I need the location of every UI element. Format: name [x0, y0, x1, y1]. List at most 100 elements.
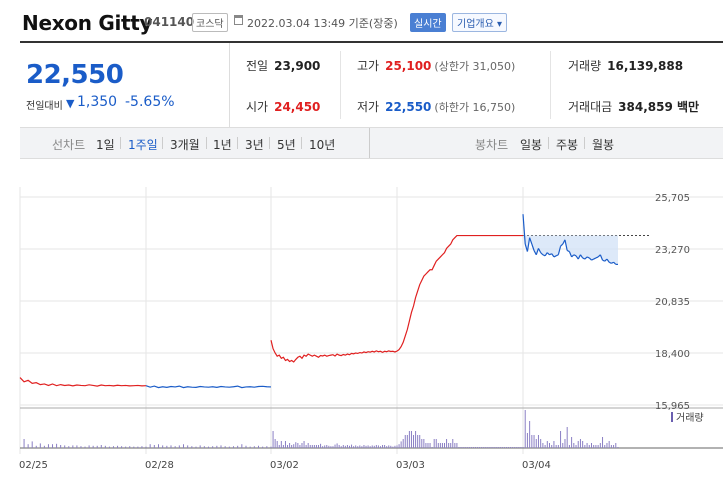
x-axis-labels: 02/25 02/28 03/02 03/03 03/04	[19, 460, 551, 471]
amount-value: 384,859 백만	[618, 100, 700, 114]
x-tick-label: 03/04	[522, 460, 551, 471]
y-tick-label: 20,835	[655, 297, 690, 308]
header-divider	[20, 41, 723, 43]
market-badge: 코스닥	[192, 13, 228, 32]
divider	[548, 137, 549, 149]
price-line-segment	[586, 256, 590, 259]
period-1y[interactable]: 1년	[213, 138, 232, 152]
down-arrow-icon: ▼	[66, 97, 75, 110]
price-line-segment	[602, 259, 606, 262]
price-line-segment	[529, 237, 533, 245]
price-line-segment	[526, 237, 531, 252]
price-line-segment	[537, 248, 542, 253]
price-line-segment	[599, 254, 604, 261]
price-line-02/25	[19, 377, 147, 387]
price-line-segment	[553, 255, 557, 258]
line-chart-label: 선차트	[52, 138, 86, 152]
price-line-segment	[593, 257, 597, 260]
divider	[269, 137, 270, 149]
y-tick-label: 23,270	[655, 245, 690, 256]
price-line-03/03	[396, 234, 523, 352]
lower-limit: (하한가 16,750)	[434, 101, 516, 114]
calendar-icon	[234, 15, 243, 25]
chart-grid	[19, 187, 723, 454]
period-3y[interactable]: 3년	[245, 138, 264, 152]
period-1w[interactable]: 1주일	[128, 138, 158, 152]
candle-monthly[interactable]: 월봉	[592, 138, 615, 152]
amount-label: 거래대금	[568, 100, 613, 114]
price-line-segment	[571, 254, 575, 258]
prev-close-label: 전일	[246, 59, 269, 73]
price-line-segment	[595, 256, 599, 259]
volume-legend-marker	[671, 412, 673, 422]
stock-name: Nexon Gitty	[22, 11, 153, 35]
current-price-box: 22,550 전일대비 ▼ 1,350 -5.65%	[20, 43, 230, 127]
price-line-segment	[540, 252, 544, 256]
high-price: 고가 25,100 (상한가 31,050)	[357, 57, 515, 74]
stock-code: 041140	[144, 15, 195, 29]
candle-daily[interactable]: 일봉	[520, 138, 543, 152]
volume-label: 거래량	[568, 59, 602, 73]
divider	[237, 137, 238, 149]
volume: 거래량 16,139,888	[568, 57, 683, 74]
price-line-segment	[613, 261, 617, 265]
period-5y[interactable]: 5년	[277, 138, 296, 152]
price-line-segment	[608, 261, 612, 264]
divider	[584, 137, 585, 149]
prev-close-value: 23,900	[274, 59, 321, 73]
x-tick-label: 02/28	[145, 460, 174, 471]
price-line-segment	[535, 248, 540, 255]
divider	[550, 51, 551, 119]
open-price: 시가 24,450	[246, 98, 320, 115]
price-line-segment	[564, 239, 568, 251]
low-value: 22,550	[385, 100, 432, 114]
price-line-03/02	[270, 340, 398, 363]
price-line-segment	[542, 254, 546, 257]
price-line-segment	[611, 261, 614, 264]
price-lines	[19, 214, 618, 389]
price-line-segment	[582, 257, 586, 260]
price-line-segment	[606, 258, 610, 263]
y-axis-labels: 25,705 23,270 20,835 18,400 15,965	[655, 193, 690, 412]
divider	[340, 51, 341, 119]
period-10y[interactable]: 10년	[309, 138, 336, 152]
open-value: 24,450	[274, 100, 321, 114]
realtime-button[interactable]: 실시간	[410, 13, 446, 32]
price-line-segment	[577, 254, 581, 260]
price-line-segment	[551, 253, 555, 258]
divider	[369, 128, 370, 158]
price-line-segment	[573, 254, 577, 257]
price-line-segment	[566, 249, 570, 253]
timestamp: 2022.03.04 13:49 기준(장중)	[247, 17, 398, 30]
y-tick-label: 15,965	[655, 401, 690, 412]
price-summary: 22,550 전일대비 ▼ 1,350 -5.65% 전일 23,900 시가 24…	[20, 43, 723, 128]
price-line-segment	[560, 243, 564, 247]
y-tick-label: 25,705	[655, 193, 690, 204]
divider	[162, 137, 163, 149]
stock-header: Nexon Gitty 041140 코스닥 2022.03.04 13:49 …	[0, 0, 723, 42]
below-close-area	[523, 235, 618, 265]
company-info-button[interactable]: 기업개요 ▾	[452, 13, 507, 32]
upper-limit: (상한가 31,050)	[434, 60, 516, 73]
period-1d[interactable]: 1일	[96, 138, 115, 152]
price-line-segment	[531, 243, 535, 251]
price-line-segment	[588, 257, 592, 261]
x-tick-label: 03/03	[396, 460, 425, 471]
price-line-segment	[522, 214, 526, 245]
chart-toolbar: 선차트 1일 1주일 3개월 1년 3년 5년 10년 봉차트 일봉 주봉 월봉	[20, 128, 723, 159]
period-3m[interactable]: 3개월	[170, 138, 200, 152]
high-value: 25,100	[385, 59, 432, 73]
volume-legend: 거래량	[676, 412, 704, 424]
price-line-segment	[568, 251, 573, 258]
trade-amount: 거래대금 384,859 백만	[568, 98, 699, 115]
price-line-segment	[579, 254, 584, 259]
price-line-segment	[557, 246, 562, 255]
open-label: 시가	[246, 100, 269, 114]
low-price: 저가 22,550 (하한가 16,750)	[357, 98, 515, 115]
price-line-segment	[546, 252, 550, 256]
y-tick-label: 18,400	[655, 349, 690, 360]
candle-weekly[interactable]: 주봉	[556, 138, 579, 152]
divider	[206, 137, 207, 149]
price-line-segment	[544, 252, 548, 257]
